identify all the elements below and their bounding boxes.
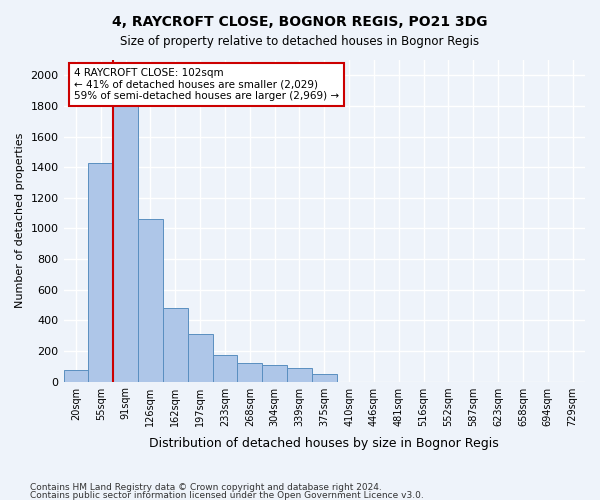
Bar <box>238 363 262 382</box>
Text: 4 RAYCROFT CLOSE: 102sqm
← 41% of detached houses are smaller (2,029)
59% of sem: 4 RAYCROFT CLOSE: 102sqm ← 41% of detach… <box>74 68 339 101</box>
Bar <box>188 334 212 382</box>
Bar <box>113 83 138 382</box>
Text: Contains public sector information licensed under the Open Government Licence v3: Contains public sector information licen… <box>30 490 424 500</box>
Text: Size of property relative to detached houses in Bognor Regis: Size of property relative to detached ho… <box>121 35 479 48</box>
Bar <box>287 368 312 382</box>
Bar <box>163 308 188 382</box>
Bar <box>64 370 88 382</box>
X-axis label: Distribution of detached houses by size in Bognor Regis: Distribution of detached houses by size … <box>149 437 499 450</box>
Y-axis label: Number of detached properties: Number of detached properties <box>15 133 25 308</box>
Bar <box>212 354 238 382</box>
Bar <box>138 219 163 382</box>
Text: Contains HM Land Registry data © Crown copyright and database right 2024.: Contains HM Land Registry data © Crown c… <box>30 484 382 492</box>
Bar <box>88 162 113 382</box>
Bar <box>312 374 337 382</box>
Bar <box>262 366 287 382</box>
Text: 4, RAYCROFT CLOSE, BOGNOR REGIS, PO21 3DG: 4, RAYCROFT CLOSE, BOGNOR REGIS, PO21 3D… <box>112 15 488 29</box>
